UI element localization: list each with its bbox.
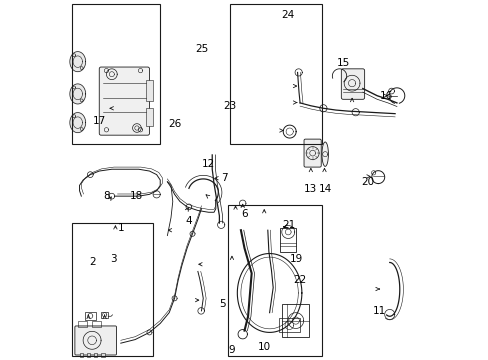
Text: 25: 25 bbox=[194, 44, 208, 54]
FancyBboxPatch shape bbox=[75, 326, 116, 355]
Text: 26: 26 bbox=[167, 120, 181, 129]
Bar bbox=[72, 223, 153, 356]
Ellipse shape bbox=[321, 142, 328, 166]
Text: 7: 7 bbox=[221, 173, 227, 183]
Text: 5: 5 bbox=[219, 299, 226, 309]
Text: 16: 16 bbox=[379, 91, 392, 101]
Text: 13: 13 bbox=[304, 184, 317, 194]
Text: 11: 11 bbox=[371, 306, 385, 316]
Bar bbox=[228, 205, 321, 356]
Text: 19: 19 bbox=[289, 254, 303, 264]
Polygon shape bbox=[70, 84, 85, 104]
Text: 12: 12 bbox=[202, 159, 215, 169]
Bar bbox=[78, 320, 86, 327]
Text: 14: 14 bbox=[318, 184, 331, 194]
Text: 21: 21 bbox=[282, 220, 295, 230]
Text: 22: 22 bbox=[293, 275, 306, 285]
Bar bbox=[101, 353, 104, 357]
Bar bbox=[92, 320, 101, 327]
Bar bbox=[280, 228, 296, 252]
Bar bbox=[101, 312, 108, 318]
Text: 2: 2 bbox=[89, 257, 95, 267]
Text: 10: 10 bbox=[257, 342, 270, 352]
Text: 6: 6 bbox=[241, 209, 247, 219]
FancyBboxPatch shape bbox=[341, 69, 364, 99]
Text: 24: 24 bbox=[280, 10, 294, 20]
Text: 18: 18 bbox=[130, 191, 143, 201]
Polygon shape bbox=[70, 113, 85, 132]
Text: 9: 9 bbox=[228, 345, 235, 355]
Text: 20: 20 bbox=[361, 177, 374, 187]
Text: 17: 17 bbox=[92, 116, 106, 126]
FancyBboxPatch shape bbox=[99, 67, 149, 135]
Text: 4: 4 bbox=[185, 216, 192, 226]
FancyBboxPatch shape bbox=[304, 139, 321, 167]
Text: 23: 23 bbox=[223, 102, 236, 112]
Polygon shape bbox=[70, 51, 85, 72]
Bar bbox=[80, 353, 83, 357]
Text: 1: 1 bbox=[117, 224, 124, 233]
Text: 3: 3 bbox=[110, 254, 117, 264]
Bar bbox=[145, 80, 153, 101]
Bar bbox=[282, 305, 308, 337]
Bar bbox=[230, 4, 321, 144]
Bar bbox=[278, 318, 300, 332]
Bar bbox=[72, 4, 160, 144]
Bar bbox=[85, 312, 96, 320]
Bar bbox=[145, 108, 153, 126]
Text: 8: 8 bbox=[103, 191, 109, 201]
Text: 15: 15 bbox=[336, 58, 349, 68]
Bar bbox=[94, 353, 97, 357]
Bar bbox=[86, 353, 90, 357]
